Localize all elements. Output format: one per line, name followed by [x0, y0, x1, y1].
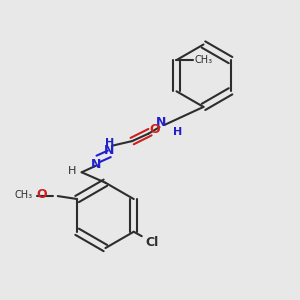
Text: CH₃: CH₃: [194, 55, 212, 65]
Text: H: H: [68, 166, 76, 176]
Text: CH₃: CH₃: [14, 190, 33, 200]
Text: H: H: [105, 138, 114, 148]
Text: O: O: [149, 123, 160, 136]
Text: H: H: [173, 127, 182, 137]
Text: Cl: Cl: [145, 236, 158, 249]
Text: O: O: [36, 188, 47, 201]
Text: N: N: [91, 158, 102, 171]
Text: N: N: [156, 116, 166, 129]
Text: N: N: [104, 143, 115, 157]
